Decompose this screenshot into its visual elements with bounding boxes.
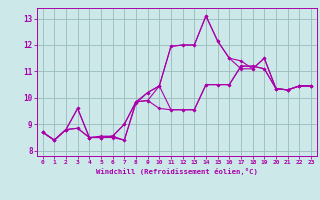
X-axis label: Windchill (Refroidissement éolien,°C): Windchill (Refroidissement éolien,°C) xyxy=(96,168,258,175)
